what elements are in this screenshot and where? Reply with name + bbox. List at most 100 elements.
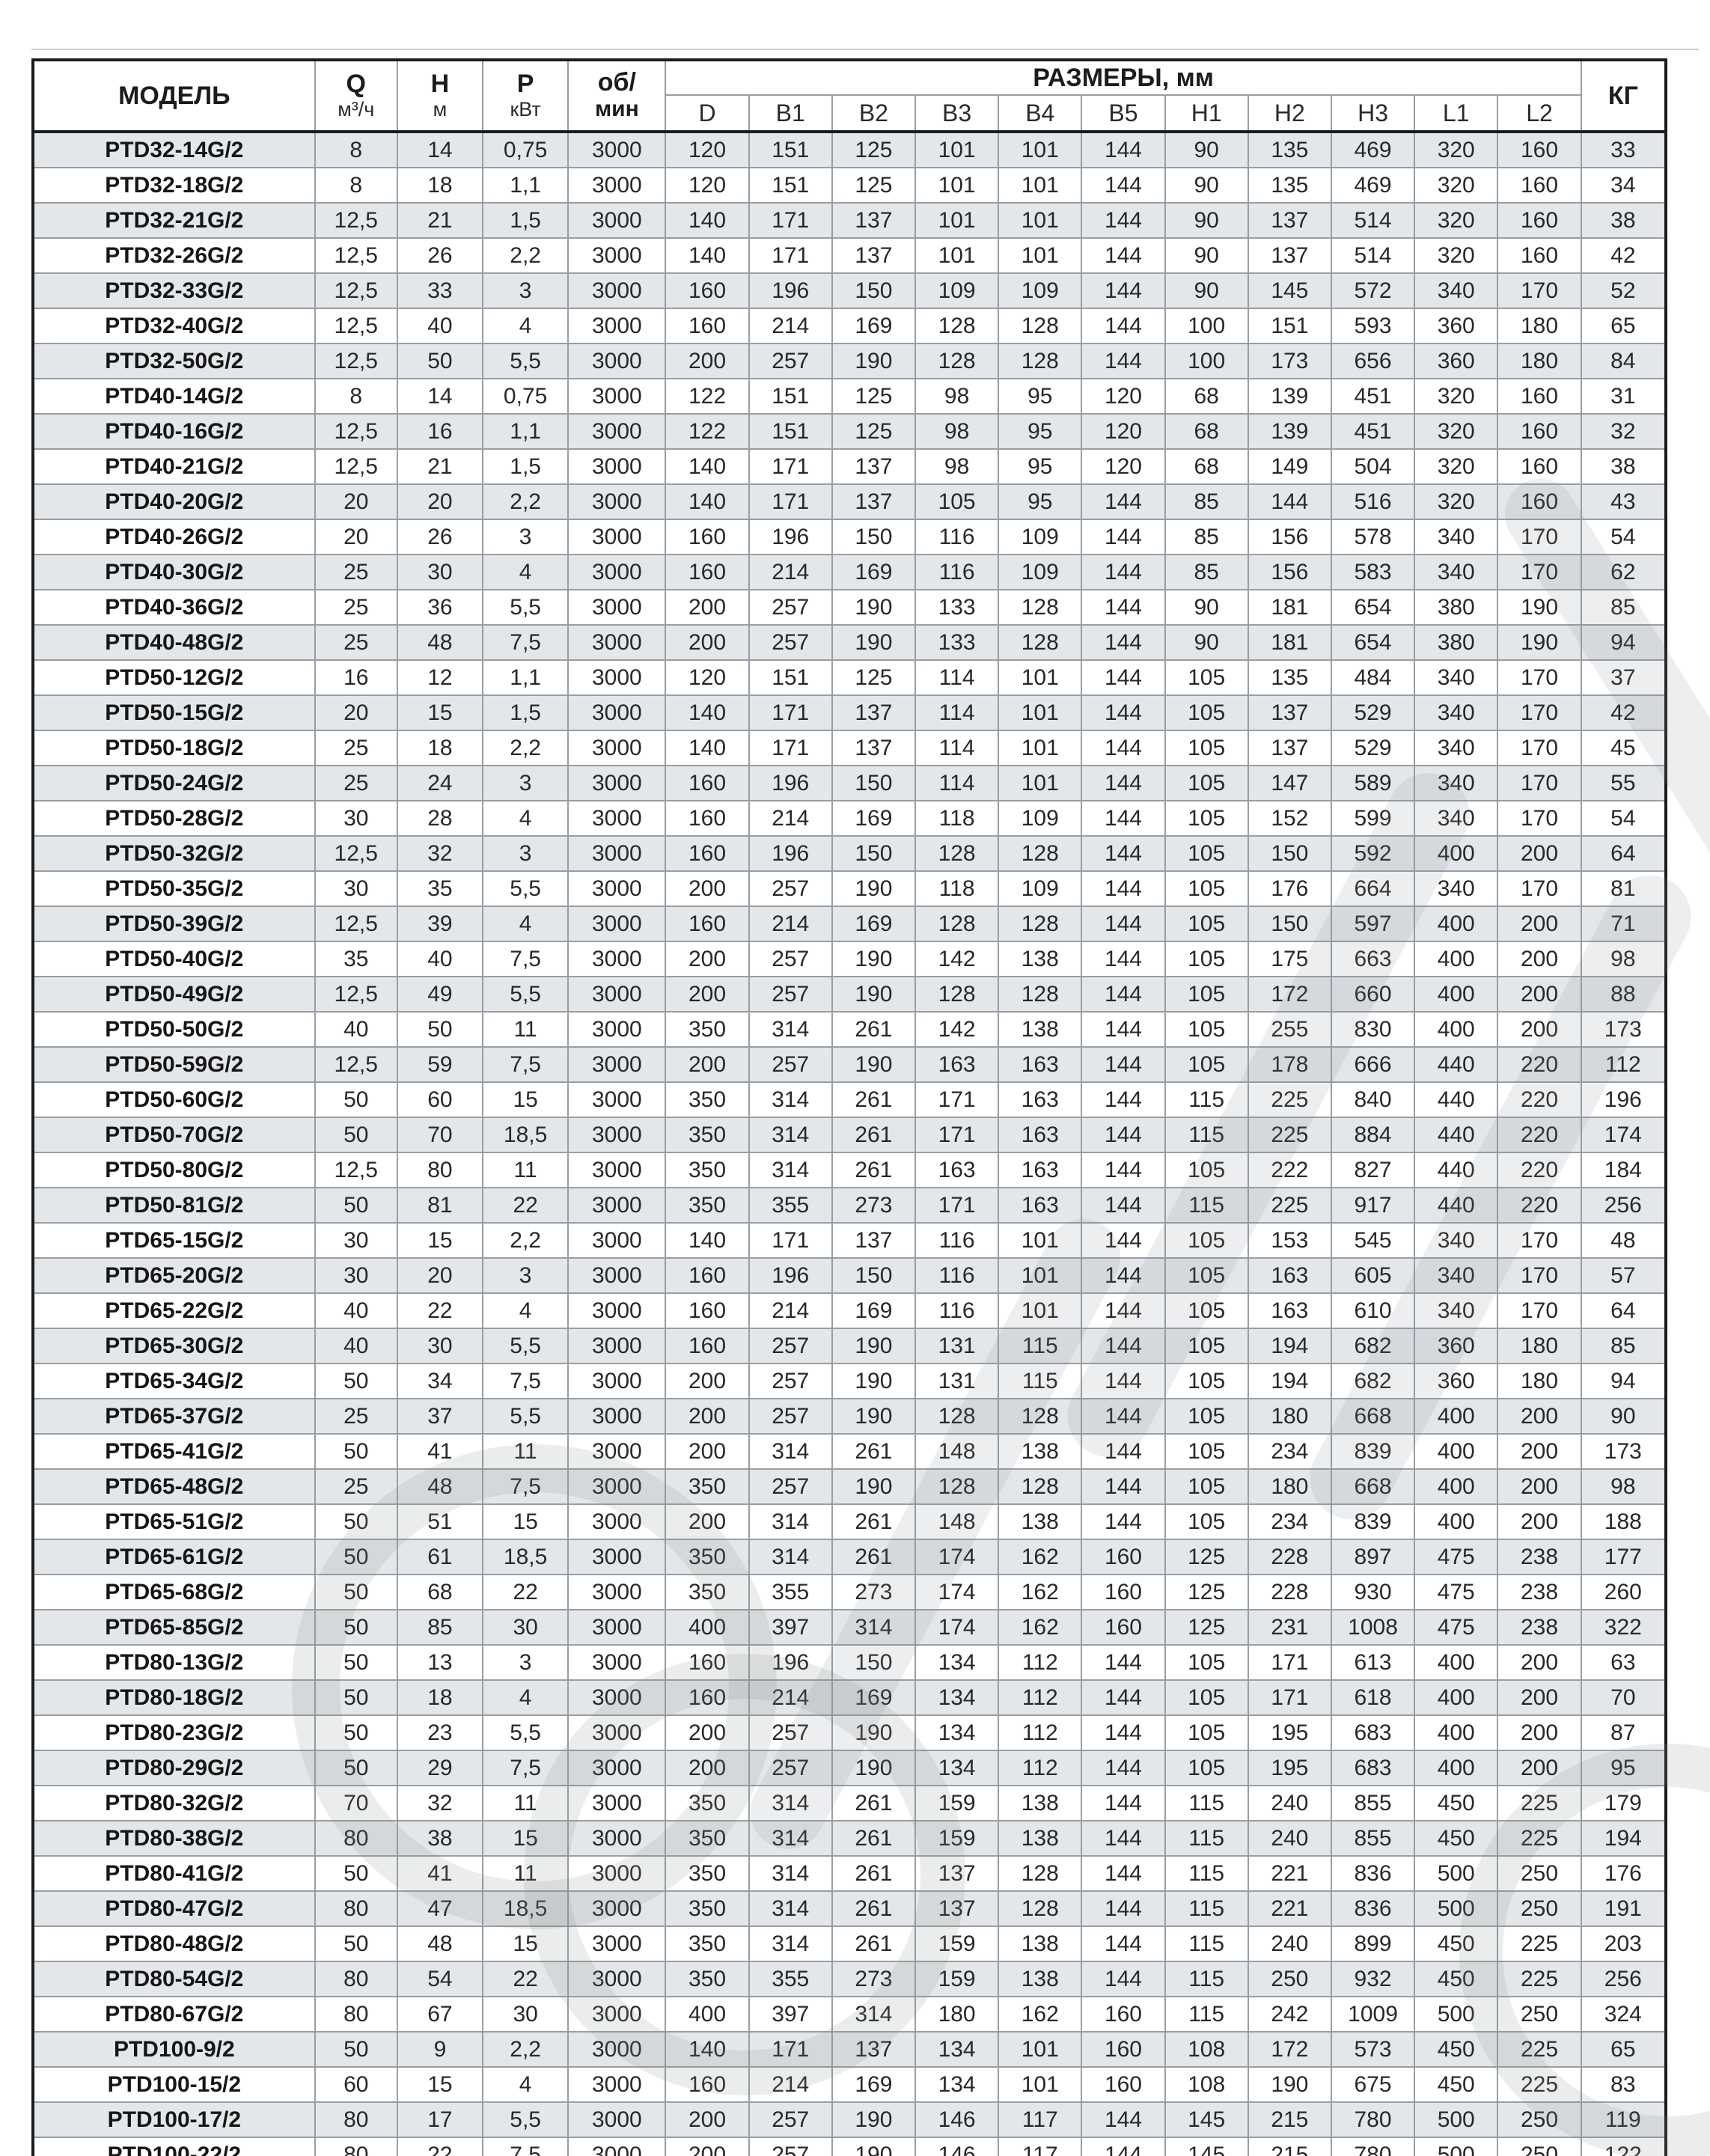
value-cell: 5,5 xyxy=(482,870,570,907)
value-cell: 932 xyxy=(1330,1961,1416,1997)
table-row: PTD50-24G/2 25 24 3 3000 160 196 150 114 101 144 10… xyxy=(32,765,1667,801)
value-cell: 170 xyxy=(1497,519,1582,555)
value-cell: 320 xyxy=(1414,237,1499,274)
value-cell: 190 xyxy=(831,1398,917,1435)
value-cell: 28 xyxy=(396,800,484,837)
value-cell: 250 xyxy=(1497,1996,1582,2033)
value-cell: 475 xyxy=(1414,1609,1499,1646)
value-cell: 221 xyxy=(1247,1890,1332,1927)
value-cell: 3000 xyxy=(567,1117,667,1153)
value-cell: 180 xyxy=(914,1996,1000,2033)
value-cell: 314 xyxy=(748,1081,833,1118)
value-cell: 105 xyxy=(1164,906,1249,942)
value-cell: 350 xyxy=(665,1855,750,1892)
value-cell: 200 xyxy=(665,1046,750,1083)
value-cell: 314 xyxy=(748,1855,833,1892)
value-cell: 397 xyxy=(748,1996,833,2033)
value-cell: 654 xyxy=(1330,589,1416,626)
value-cell: 163 xyxy=(1247,1257,1332,1294)
value-cell: 214 xyxy=(748,1292,833,1329)
value-cell: 3000 xyxy=(567,1961,667,1997)
table-row: PTD80-67G/2 80 67 30 3000 400 397 314 180 162 160 1… xyxy=(32,1996,1667,2033)
value-cell: 3 xyxy=(482,519,570,555)
value-cell: 660 xyxy=(1330,976,1416,1013)
value-cell: 1008 xyxy=(1330,1609,1416,1646)
value-cell: 116 xyxy=(914,519,1000,555)
header-dim-h1: H1 xyxy=(1164,94,1249,132)
value-cell: 160 xyxy=(1497,378,1582,415)
value-cell: 3000 xyxy=(567,1187,667,1224)
value-cell: 137 xyxy=(831,237,917,274)
value-cell: 151 xyxy=(748,167,833,204)
value-cell: 18,5 xyxy=(482,1890,570,1927)
value-cell: 12,5 xyxy=(314,976,398,1013)
value-cell: 156 xyxy=(1247,554,1332,590)
value-cell: 52 xyxy=(1580,272,1667,309)
value-cell: 144 xyxy=(1081,308,1166,344)
value-cell: 101 xyxy=(998,237,1083,274)
value-cell: 144 xyxy=(1081,1820,1166,1857)
value-cell: 654 xyxy=(1330,624,1416,661)
value-cell: 214 xyxy=(748,308,833,344)
value-cell: 163 xyxy=(998,1046,1083,1083)
value-cell: 50 xyxy=(314,1609,398,1646)
value-cell: 50 xyxy=(314,1539,398,1575)
value-cell: 65 xyxy=(1580,2031,1667,2068)
value-cell: 30 xyxy=(314,870,398,907)
value-cell: 163 xyxy=(914,1046,1000,1083)
header-dim-d: D xyxy=(665,94,750,132)
table-row: PTD65-61G/2 50 61 18,5 3000 350 314 261 174 162 16… xyxy=(32,1539,1667,1575)
value-cell: 400 xyxy=(1414,941,1499,977)
value-cell: 3000 xyxy=(567,1433,667,1470)
value-cell: 234 xyxy=(1247,1503,1332,1540)
model-cell: PTD65-37G/2 xyxy=(32,1398,316,1435)
value-cell: 144 xyxy=(1081,765,1166,801)
value-cell: 120 xyxy=(1081,413,1166,450)
header-q-unit: м³/ч xyxy=(338,98,375,121)
table-row: PTD65-51G/2 50 51 15 3000 200 314 261 148 138 144 1… xyxy=(32,1503,1667,1540)
value-cell: 2,2 xyxy=(482,2031,570,2068)
value-cell: 257 xyxy=(748,1468,833,1505)
value-cell: 146 xyxy=(914,2101,1000,2138)
model-cell: PTD50-32G/2 xyxy=(32,835,316,872)
value-cell: 3000 xyxy=(567,131,667,168)
value-cell: 200 xyxy=(665,1398,750,1435)
value-cell: 191 xyxy=(1580,1890,1667,1927)
value-cell: 35 xyxy=(396,870,484,907)
value-cell: 163 xyxy=(998,1081,1083,1118)
model-cell: PTD100-17/2 xyxy=(32,2101,316,2138)
value-cell: 85 xyxy=(1164,554,1249,590)
value-cell: 144 xyxy=(1081,483,1166,520)
value-cell: 128 xyxy=(998,976,1083,1013)
value-cell: 225 xyxy=(1247,1187,1332,1224)
value-cell: 150 xyxy=(831,272,917,309)
value-cell: 3000 xyxy=(567,765,667,801)
value-cell: 32 xyxy=(396,1785,484,1821)
value-cell: 142 xyxy=(914,941,1000,977)
value-cell: 261 xyxy=(831,1152,917,1188)
value-cell: 173 xyxy=(1580,1011,1667,1048)
value-cell: 159 xyxy=(914,1961,1000,1997)
value-cell: 50 xyxy=(314,1503,398,1540)
value-cell: 15 xyxy=(396,2066,484,2103)
value-cell: 3000 xyxy=(567,1363,667,1399)
value-cell: 18 xyxy=(396,1679,484,1716)
value-cell: 314 xyxy=(748,1433,833,1470)
table-row: PTD50-70G/2 50 70 18,5 3000 350 314 261 171 163 14… xyxy=(32,1117,1667,1153)
value-cell: 3000 xyxy=(567,1820,667,1857)
value-cell: 116 xyxy=(914,1257,1000,1294)
value-cell: 397 xyxy=(748,1609,833,1646)
table-row: PTD80-29G/2 50 29 7,5 3000 200 257 190 134 112 144… xyxy=(32,1750,1667,1786)
value-cell: 3000 xyxy=(567,694,667,731)
value-cell: 592 xyxy=(1330,835,1416,872)
value-cell: 3 xyxy=(482,835,570,872)
value-cell: 200 xyxy=(1497,976,1582,1013)
value-cell: 140 xyxy=(665,694,750,731)
value-cell: 11 xyxy=(482,1785,570,1821)
value-cell: 30 xyxy=(314,1257,398,1294)
value-cell: 22 xyxy=(396,1292,484,1329)
value-cell: 3000 xyxy=(567,2031,667,2068)
value-cell: 12,5 xyxy=(314,1046,398,1083)
value-cell: 160 xyxy=(665,835,750,872)
value-cell: 101 xyxy=(914,131,1000,168)
